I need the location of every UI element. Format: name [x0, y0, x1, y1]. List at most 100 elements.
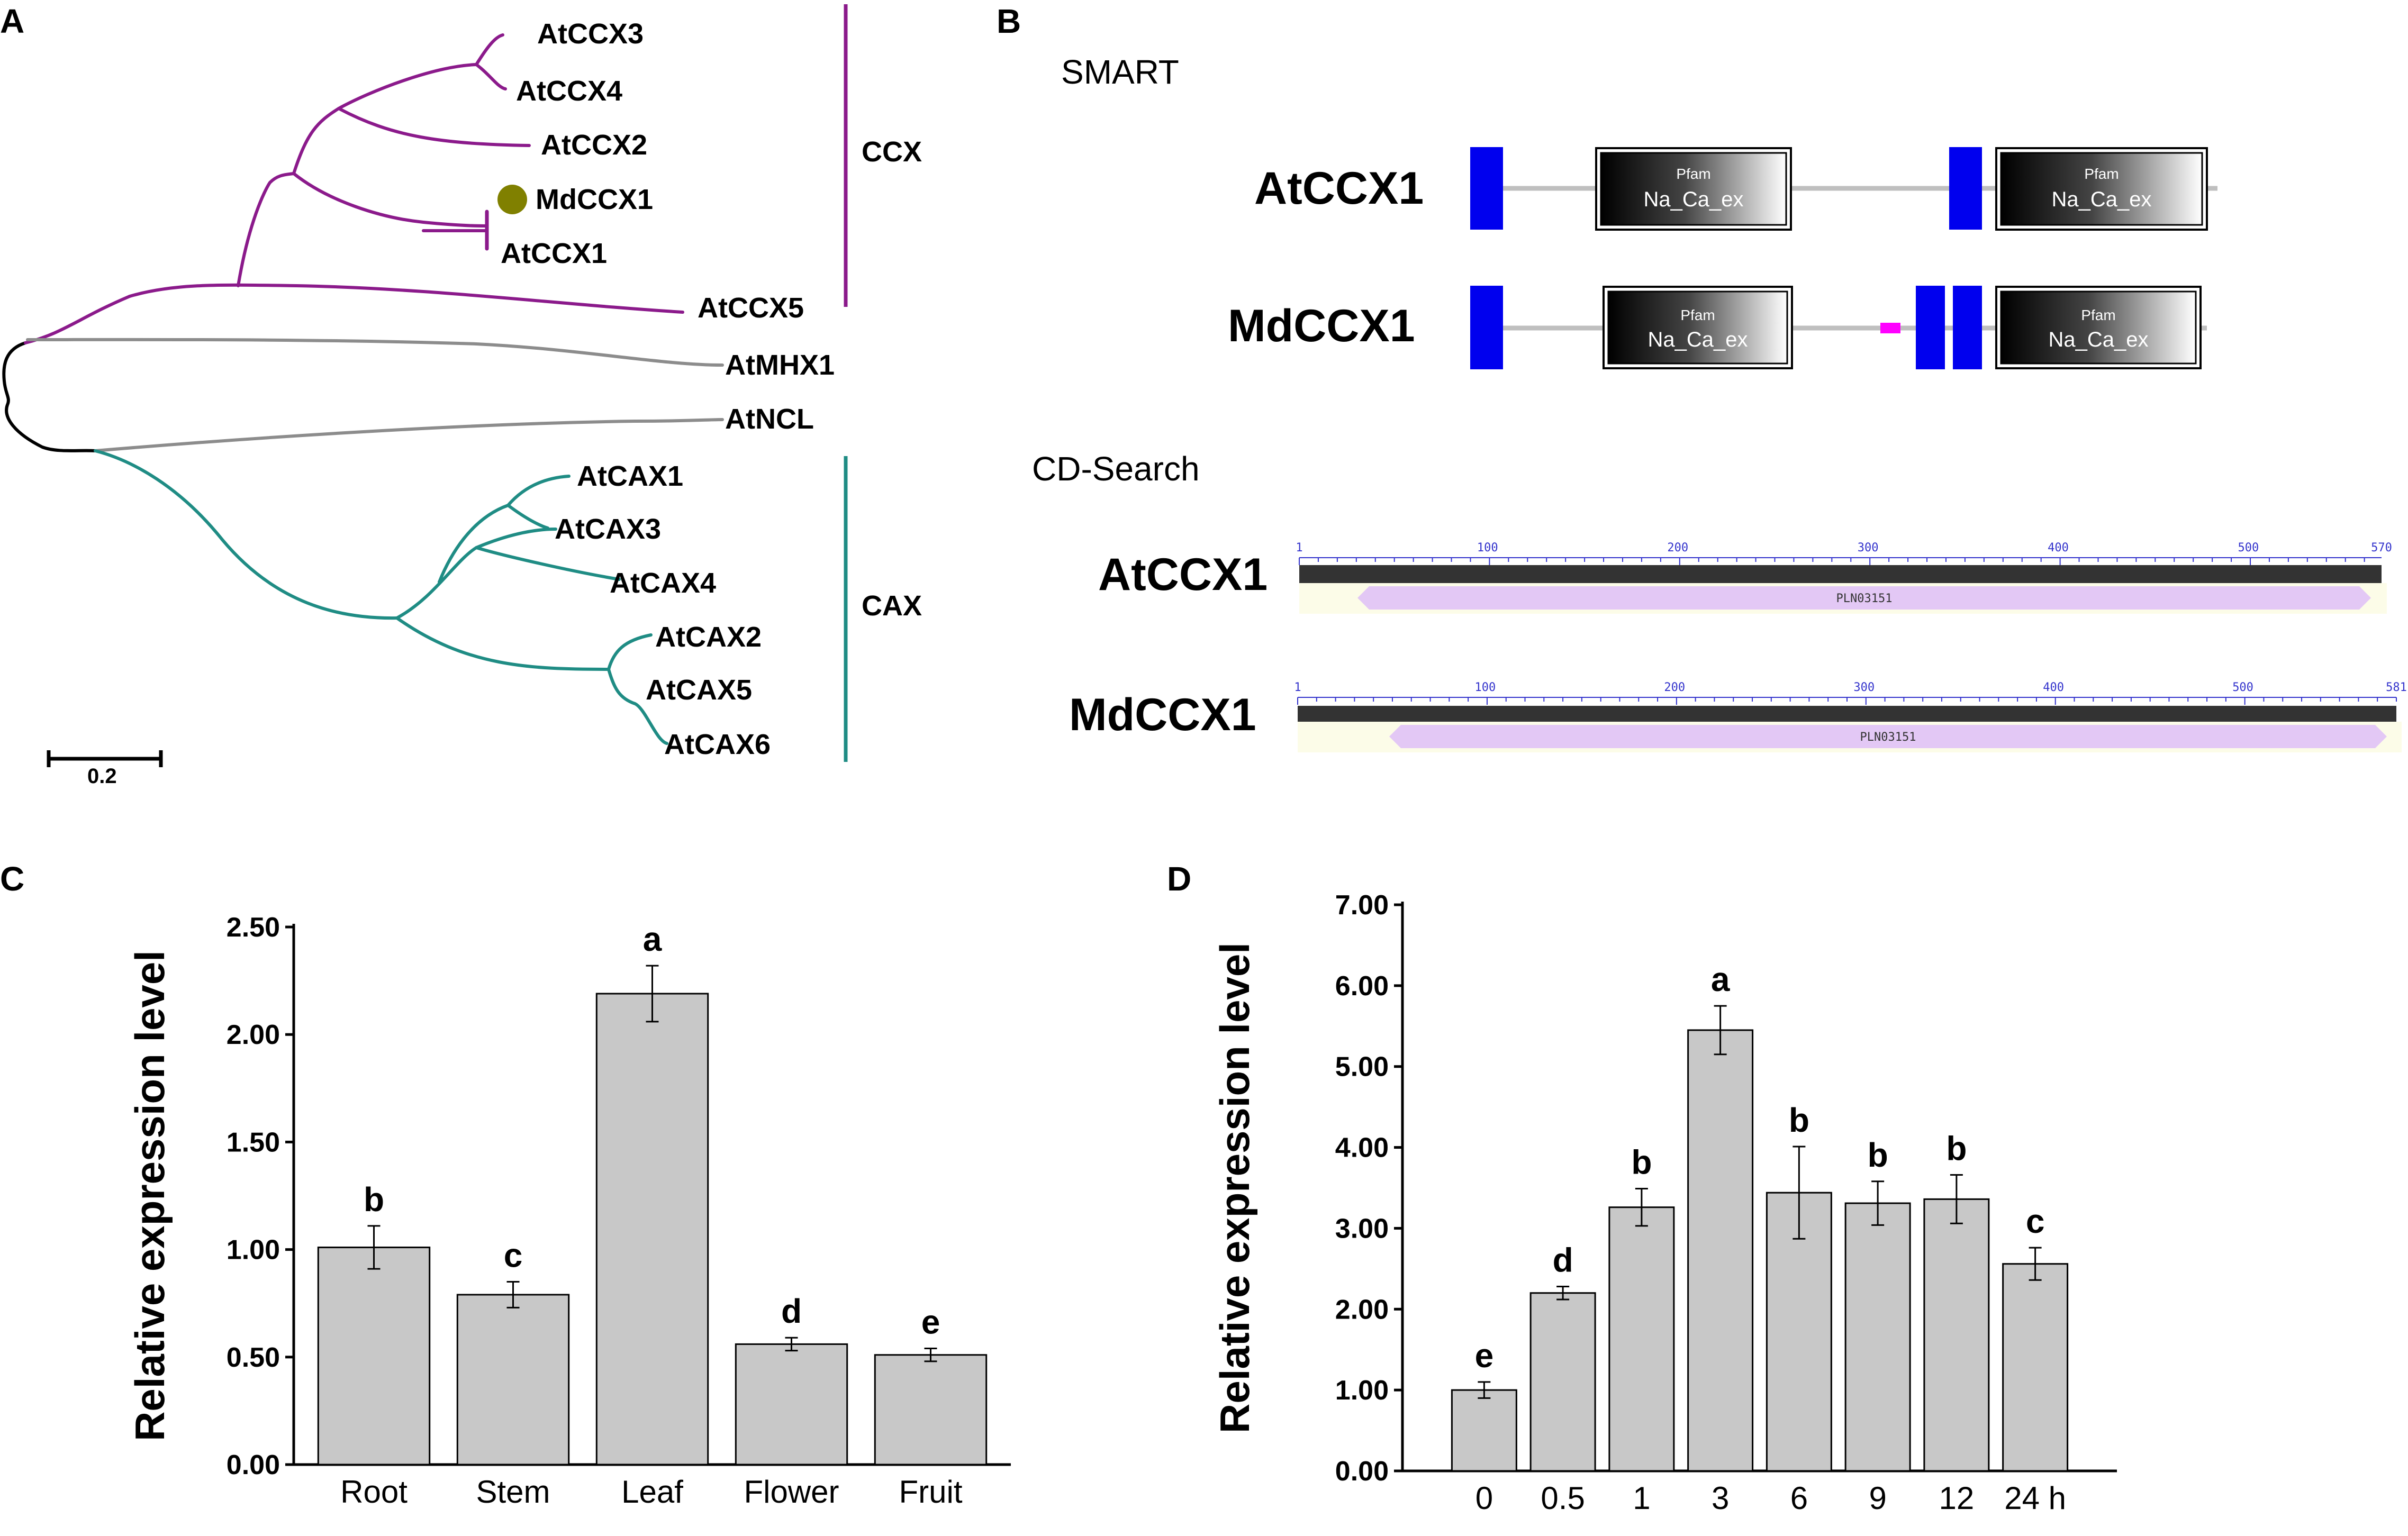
significance-letter: d [781, 1292, 802, 1330]
panel-b: B SMART AtCCX1 Pfam Na_Ca_ex [997, 2, 2407, 752]
y-tick-label: 2.50 [227, 912, 280, 943]
bar [1529, 1292, 1596, 1472]
ccx-branch [237, 172, 295, 287]
ruler-tick-label: 1 [1294, 681, 1301, 694]
ruler-tick-label: 500 [2232, 681, 2253, 694]
cax-branch [94, 449, 399, 620]
ruler-tick-label: 400 [2043, 681, 2064, 694]
bar [317, 1247, 431, 1466]
significance-letter: b [1789, 1101, 1809, 1139]
pfam-source-label: Pfam [2084, 166, 2119, 182]
tree-leaf-label: AtCCX1 [501, 238, 607, 269]
cdsearch-rows: AtCCX1 1 100 200 300 400 500 570 PLN03151 MdCCX1 1… [1069, 541, 2407, 752]
smart-row-atccx1: AtCCX1 Pfam Na_Ca_ex Pfam Na_Ca_ex [1254, 147, 2217, 231]
tree-leaf-label: AtCCX2 [541, 129, 647, 161]
cax-branch [475, 546, 621, 581]
ccx-branch [24, 295, 131, 344]
ccx-branch [292, 172, 487, 228]
cax-branch [395, 616, 610, 671]
ruler-tick-label: 100 [1477, 541, 1498, 555]
conserved-domain-label: PLN03151 [1836, 592, 1893, 605]
x-tick-label: Flower [744, 1474, 839, 1510]
significance-letter: e [921, 1303, 940, 1341]
pfam-domain: Pfam Na_Ca_ex [1995, 286, 2202, 369]
ruler-tick-label: 570 [2371, 541, 2392, 555]
y-tick-label: 0.00 [227, 1450, 280, 1480]
significance-letter: a [1711, 960, 1730, 998]
y-tick-label: 2.00 [227, 1020, 280, 1050]
transmembrane-segment [1953, 286, 1982, 369]
cax-branch [506, 504, 549, 530]
cdsearch-protein-name: MdCCX1 [1069, 689, 1256, 740]
ruler-tick-label: 200 [1664, 681, 1685, 694]
mdccx1-marker [497, 185, 527, 214]
cax-clade-label: CAX [862, 590, 922, 622]
ruler-tick-label: 400 [2048, 541, 2069, 555]
tree-leaf-label: AtMHX1 [725, 349, 835, 381]
ccx-branch [292, 63, 478, 175]
significance-letter: b [1631, 1143, 1652, 1181]
pfam-source-label: Pfam [1676, 166, 1710, 182]
ruler-tick-label: 500 [2238, 541, 2259, 555]
panel-label-c: C [0, 860, 24, 898]
scale-bar: 0.2 [47, 750, 163, 788]
cdsearch-row: AtCCX1 1 100 200 300 400 500 570 PLN03151 [1098, 541, 2392, 614]
tree-branches [2, 33, 724, 745]
bar [1687, 1029, 1754, 1472]
smart-row-mdccx1: MdCCX1 Pfam Na_Ca_ex Pfam Na_Ca_ex [1228, 286, 2207, 369]
conserved-domain-hit [1357, 586, 2371, 610]
bar [1844, 1202, 1911, 1472]
pfam-domain-label: Na_Ca_ex [2048, 328, 2148, 351]
significance-letter: d [1553, 1241, 1573, 1279]
significance-letter: b [1946, 1130, 1967, 1168]
ccx-branch [128, 283, 684, 314]
y-axis-label: Relative expression level [1211, 942, 1258, 1433]
tree-leaf-label: AtCAX2 [655, 621, 762, 653]
tree-leaf-label: AtCCX4 [516, 75, 622, 107]
chart-c: 0.00 0.50 1.00 1.50 2.00 2.50 Relative express… [126, 912, 1011, 1510]
ruler-tick-label: 1 [1296, 541, 1302, 555]
panel-label-d: D [1167, 860, 1191, 898]
cax-branch [607, 633, 653, 671]
ccx-branch [475, 33, 504, 66]
significance-letter: b [1868, 1136, 1888, 1174]
tree-leaf-label: AtCAX5 [646, 674, 752, 706]
x-tick-label: Fruit [899, 1474, 963, 1510]
x-tick-label: 0.5 [1541, 1480, 1585, 1516]
tree-leaf-label: AtCAX6 [664, 729, 771, 760]
chart-d: 0.00 1.00 2.00 3.00 4.00 5.00 6.00 7.00 Relative… [1211, 890, 2117, 1516]
bar [456, 1294, 570, 1466]
bar [1608, 1206, 1675, 1472]
tree-leaf-label: AtCCX5 [698, 292, 804, 324]
significance-letter: c [504, 1237, 523, 1275]
significance-letter: c [2026, 1202, 2045, 1240]
x-tick-label: 24 h [2004, 1480, 2066, 1516]
scale-bar-label: 0.2 [87, 765, 117, 788]
tree-leaf-label: AtNCL [725, 403, 814, 435]
x-tick-label: 0 [1475, 1480, 1493, 1516]
pfam-domain: Pfam Na_Ca_ex [1995, 147, 2208, 231]
x-tick-label: 9 [1869, 1480, 1886, 1516]
ruler-tick-label: 581 [2386, 681, 2407, 694]
low-complexity-region [1880, 323, 1900, 333]
y-tick-label: 4.00 [1335, 1133, 1389, 1164]
ruler-tick-label: 300 [1858, 541, 1879, 555]
significance-letter: e [1475, 1337, 1494, 1375]
smart-title: SMART [1061, 53, 1179, 91]
significance-letter: a [643, 920, 662, 958]
bar [1923, 1198, 1990, 1472]
x-tick-label: 1 [1633, 1480, 1650, 1516]
transmembrane-segment [1949, 147, 1982, 230]
ccx-clade-label: CCX [862, 136, 922, 168]
cdsearch-title: CD-Search [1032, 450, 1200, 488]
y-tick-label: 6.00 [1335, 971, 1389, 1002]
significance-letter: b [364, 1180, 384, 1219]
y-tick-label: 1.00 [1335, 1375, 1389, 1406]
conserved-domain-label: PLN03151 [1860, 731, 1916, 744]
cax-branch [607, 668, 668, 745]
y-tick-label: 0.50 [227, 1342, 280, 1373]
tree-leaf-label: AtCCX3 [537, 18, 644, 50]
cax-branch [506, 475, 571, 507]
smart-protein-name: MdCCX1 [1228, 301, 1415, 351]
